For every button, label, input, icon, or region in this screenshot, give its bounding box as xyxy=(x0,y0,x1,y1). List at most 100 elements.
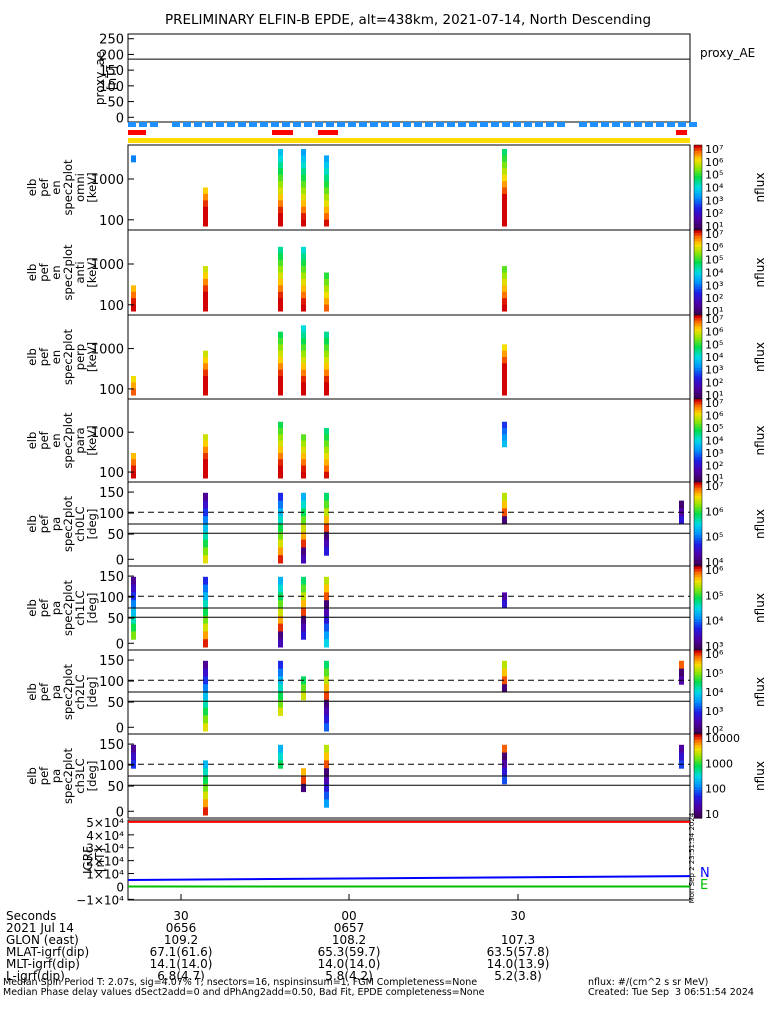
ylabel-ch1LC: [deg] xyxy=(85,593,99,624)
colorbar-seg-perp xyxy=(694,390,702,394)
colorbar-tick-ch1LC: 10³ xyxy=(705,640,723,653)
colorbar-seg-ch1LC xyxy=(694,571,702,575)
spec-bin-perp xyxy=(131,382,136,390)
spec-bin-perp xyxy=(324,382,329,390)
spec-bin-anti xyxy=(278,272,283,280)
colorbar-seg-ch3LC xyxy=(694,750,702,755)
colorbar-seg-ch1LC xyxy=(694,596,702,601)
x-label-row-value: 14.0(14.0) xyxy=(317,957,381,971)
colorbar-seg-ch2LC xyxy=(694,703,702,707)
colorbar-seg-ch3LC xyxy=(694,790,702,794)
status-blue-dash xyxy=(601,122,609,127)
spec-bin-ch3LC xyxy=(324,744,329,754)
colorbar-seg-ch2LC xyxy=(694,658,702,662)
colorbar-seg-omni xyxy=(694,162,702,166)
colorbar-seg-perp xyxy=(694,365,702,369)
status-blue-dash xyxy=(304,122,312,127)
spec-bin-ch0LC xyxy=(324,500,329,509)
colorbar-seg-ch3LC xyxy=(694,815,702,819)
tick-label-ch1LC: 50 xyxy=(107,612,124,627)
spec-bin-perp xyxy=(502,388,507,396)
igrf-legend-E: E xyxy=(700,878,708,893)
status-blue-dash xyxy=(260,122,268,127)
colorbar-seg-ch2LC xyxy=(694,666,702,671)
spec-bin-omni xyxy=(278,149,283,156)
spec-bin-anti xyxy=(301,246,306,254)
ylabel-perp: elb xyxy=(25,348,39,366)
spec-bin-omni xyxy=(301,187,306,195)
colorbar-seg-ch3LC xyxy=(694,801,702,805)
x-label-row: 2021 Jul 14 0656 0657 xyxy=(0,922,775,934)
colorbar-seg-anti xyxy=(694,232,702,237)
spec-bin-omni xyxy=(278,181,283,188)
x-label-row-value: 14.1(14.0) xyxy=(149,957,213,971)
footer-created: Created: Tue Sep 3 06:51:54 2024 xyxy=(588,987,754,998)
colorbar-seg-ch0LC xyxy=(694,526,702,531)
spec-bin-omni xyxy=(502,213,507,221)
colorbar-seg-ch0LC xyxy=(694,521,702,525)
ylabel-anti: [keV] xyxy=(85,257,99,287)
spec-bin-ch3LC xyxy=(203,760,208,769)
colorbar-seg-ch2LC xyxy=(694,708,702,713)
spec-bin-anti xyxy=(301,278,306,286)
colorbar-seg-omni xyxy=(694,227,702,231)
ylabel-omni: elb xyxy=(25,179,39,197)
spec-bin-ch1LC xyxy=(131,576,136,586)
colorbar-seg-perp xyxy=(694,385,702,389)
spec-bin-anti xyxy=(203,285,208,293)
colorbar-tick-para: 10³ xyxy=(705,447,723,460)
status-blue-dash xyxy=(282,122,290,127)
status-blue-dash xyxy=(623,122,631,127)
tick-label-anti: 1000 xyxy=(91,258,124,273)
colorbar-seg-ch3LC xyxy=(694,739,702,743)
spec-bin-ch3LC xyxy=(324,760,329,769)
colorbar-seg-perp xyxy=(694,368,702,372)
ylabel-omni: omni xyxy=(73,173,87,202)
ylabel-ch0LC: [deg] xyxy=(85,509,99,540)
colorbar-seg-ch3LC xyxy=(694,745,702,749)
spec-bin-ch0LC xyxy=(301,516,306,525)
spec-bin-anti xyxy=(203,272,208,280)
status-blue-dash xyxy=(227,122,235,127)
spec-bin-ch0LC xyxy=(324,531,329,541)
status-blue-dash xyxy=(293,122,301,127)
colorbar-tick-anti: 10⁶ xyxy=(705,241,724,254)
ylabel-perp: perp xyxy=(73,344,87,370)
colorbar-seg-ch2LC xyxy=(694,694,702,699)
status-blue-dash xyxy=(381,122,389,127)
proxy-ae-tick-label: 50 xyxy=(107,96,124,111)
x-label-row-value: 30 xyxy=(173,909,189,923)
spec-bin-ch1LC xyxy=(324,592,329,601)
status-blue-dash xyxy=(315,122,323,127)
ylabel-omni: en xyxy=(49,180,63,194)
spec-bin-ch3LC xyxy=(203,807,208,816)
colorbar-seg-ch0LC xyxy=(694,549,702,553)
colorbar-seg-ch3LC xyxy=(694,812,702,816)
tick-label-perp: 100 xyxy=(99,383,124,398)
colorbar-seg-perp xyxy=(694,326,702,330)
status-blue-dash xyxy=(656,122,664,127)
status-blue-dash xyxy=(139,122,147,127)
spec-bin-para xyxy=(324,459,329,466)
colorbar-seg-omni xyxy=(694,179,702,183)
colorbar-seg-ch2LC xyxy=(694,717,702,721)
colorbar-tick-anti: 10³ xyxy=(705,279,723,292)
colorbar-seg-omni xyxy=(694,187,702,191)
status-blue-dash xyxy=(535,122,543,127)
colorbar-seg-ch3LC xyxy=(694,787,702,791)
colorbar-seg-ch3LC xyxy=(694,734,702,738)
spec-bin-anti xyxy=(301,304,306,312)
colorbar-seg-ch2LC xyxy=(694,706,702,710)
spec-bin-perp xyxy=(278,331,283,339)
status-blue-dash xyxy=(557,122,565,127)
colorbar-seg-ch3LC xyxy=(694,804,702,808)
spec-bin-omni xyxy=(278,174,283,182)
spec-bin-ch1LC xyxy=(278,600,283,609)
colorbar-seg-ch0LC xyxy=(694,498,702,503)
spec-bin-para xyxy=(131,471,136,479)
igrf-frame xyxy=(127,819,691,901)
colorbar-seg-perp xyxy=(694,371,702,375)
spec-bin-ch0LC xyxy=(679,500,684,509)
spec-bin-omni xyxy=(301,155,306,163)
ylabel-para: en xyxy=(49,433,63,447)
